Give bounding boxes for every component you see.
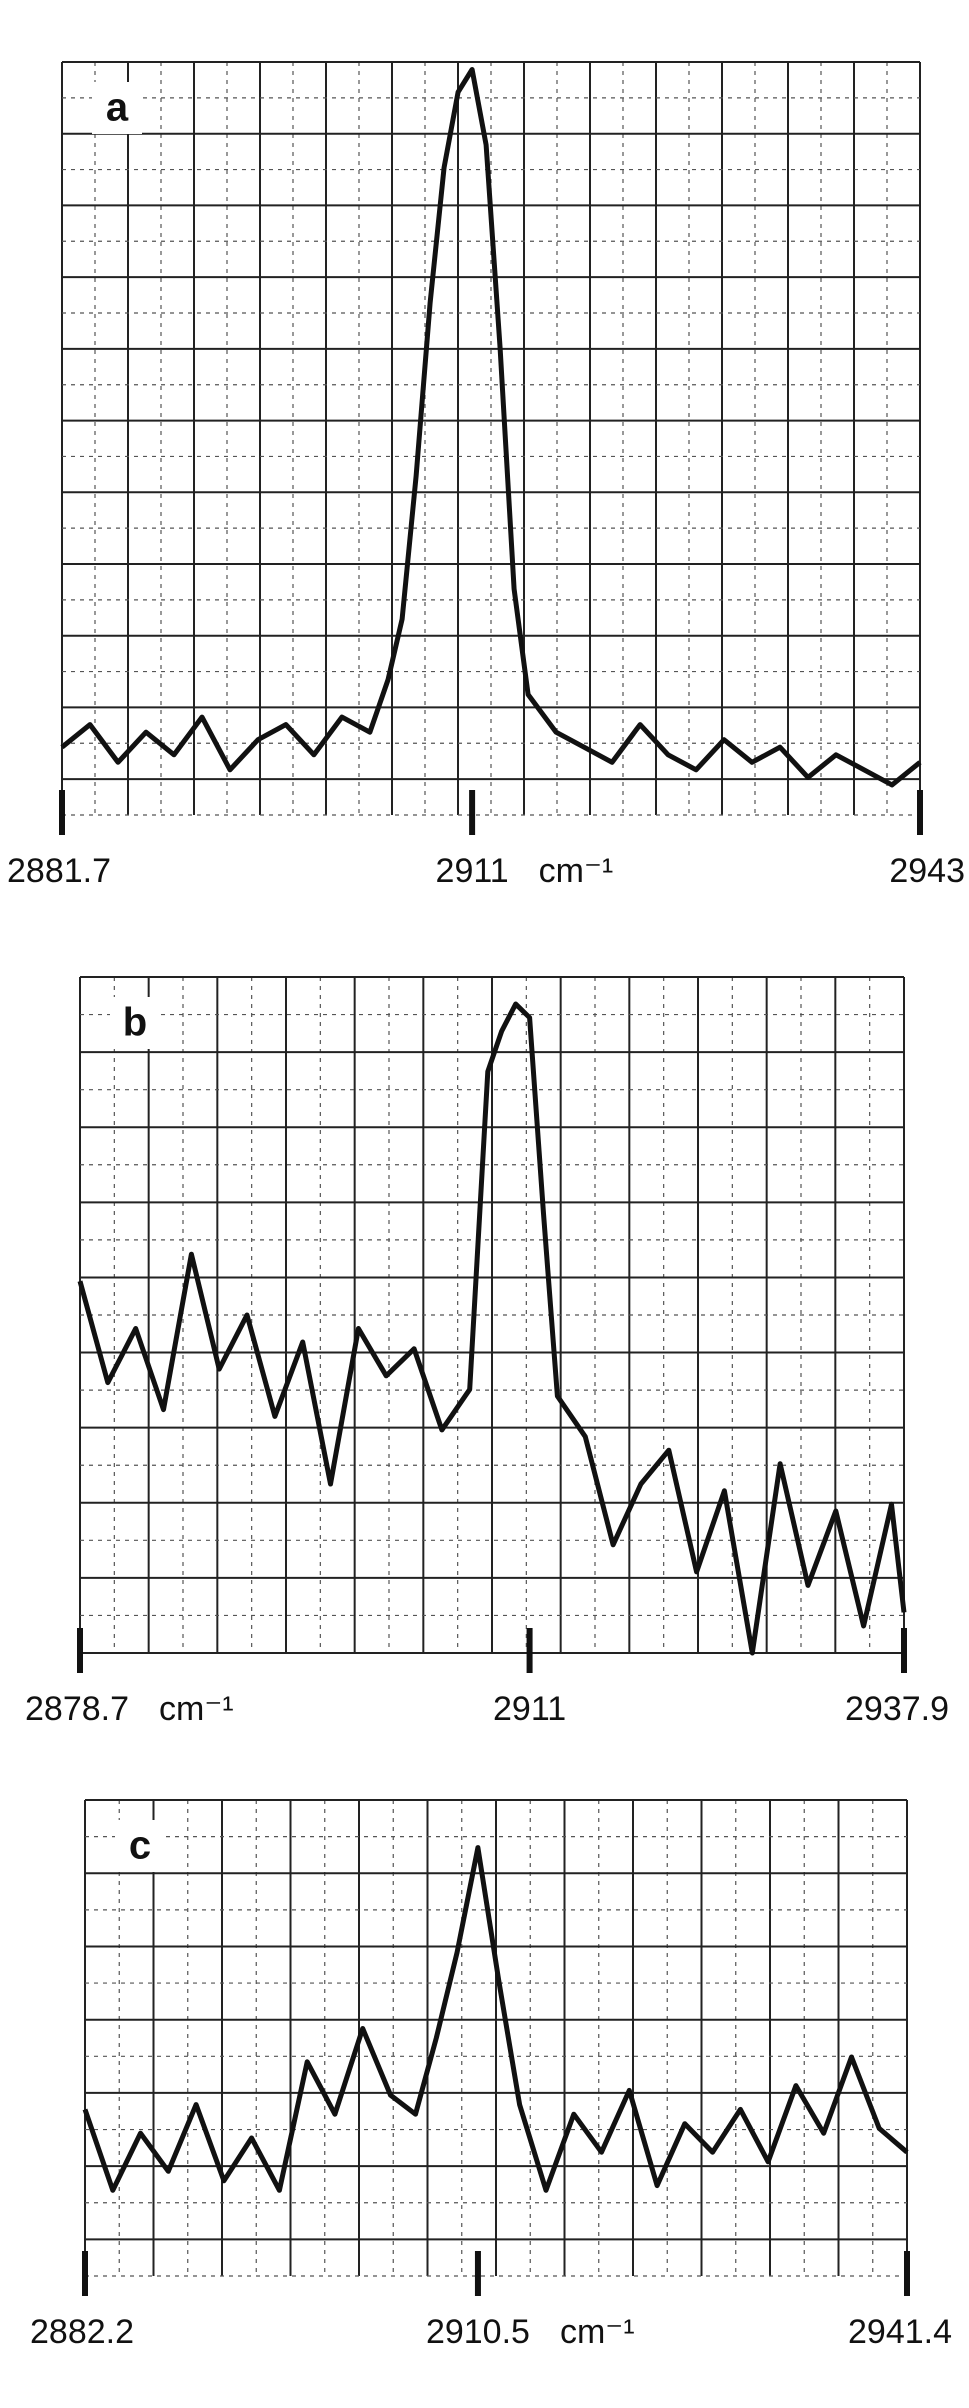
spectrum-trace (82, 1845, 909, 2193)
x-tick-label: 2943 (889, 852, 965, 890)
x-tick-label: 2911 (493, 1690, 566, 1728)
panel-letter: c (129, 1824, 151, 1868)
x-axis-unit: cm⁻¹ (159, 1690, 234, 1728)
panel: c 2882.2 2910.5 cm⁻¹ 2941.4 (30, 1799, 952, 2351)
spectrum-trace (77, 1001, 907, 1656)
x-axis-unit: cm⁻¹ (539, 852, 614, 890)
x-axis-unit: cm⁻¹ (560, 2313, 635, 2351)
panel-letter-box (92, 82, 142, 134)
x-tick-label: 2910.5 (426, 2313, 530, 2351)
panel-letter: b (123, 1001, 147, 1045)
x-tick-label: 2937.9 (845, 1690, 949, 1728)
panel-letter-box (115, 1820, 165, 1872)
x-tick-label: 2881.7 (7, 852, 111, 890)
panel: b 2878.7 cm⁻¹ 2911 2937.9 (25, 976, 949, 1728)
panel-letter: a (106, 86, 129, 130)
panel: a 2881.7 2911 cm⁻¹ 2943 (7, 61, 965, 890)
panel-letter-box (110, 997, 160, 1049)
x-tick-label: 2911 (436, 852, 509, 890)
spectrum-trace (60, 67, 922, 788)
x-tick-label: 2882.2 (30, 2313, 134, 2351)
x-tick-label: 2878.7 (25, 1690, 129, 1728)
x-tick-label: 2941.4 (848, 2313, 952, 2351)
